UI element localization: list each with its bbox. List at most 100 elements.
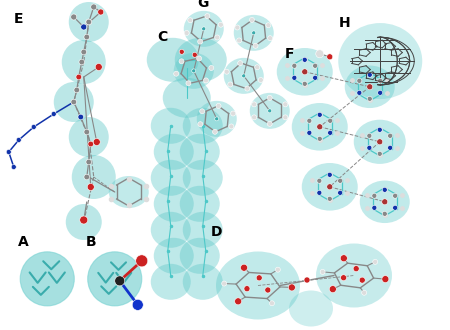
- Ellipse shape: [316, 244, 392, 308]
- Circle shape: [367, 72, 372, 77]
- Circle shape: [292, 75, 297, 80]
- Ellipse shape: [180, 238, 220, 274]
- Circle shape: [84, 34, 90, 40]
- Circle shape: [256, 275, 262, 281]
- Ellipse shape: [109, 176, 149, 208]
- Ellipse shape: [69, 2, 109, 42]
- Ellipse shape: [250, 93, 290, 129]
- Circle shape: [235, 25, 240, 30]
- Circle shape: [81, 49, 86, 55]
- Circle shape: [377, 151, 382, 156]
- Circle shape: [317, 190, 322, 195]
- Circle shape: [184, 30, 189, 36]
- Text: F: F: [285, 47, 294, 61]
- Circle shape: [179, 59, 184, 64]
- Circle shape: [317, 178, 322, 183]
- Circle shape: [328, 118, 333, 123]
- Circle shape: [327, 184, 333, 190]
- Text: E: E: [14, 12, 23, 26]
- Ellipse shape: [154, 186, 194, 222]
- Circle shape: [317, 112, 322, 117]
- Circle shape: [87, 183, 94, 190]
- Circle shape: [71, 14, 77, 20]
- Circle shape: [252, 102, 256, 107]
- Circle shape: [267, 95, 272, 100]
- Circle shape: [6, 149, 11, 154]
- Circle shape: [200, 109, 205, 114]
- Circle shape: [307, 118, 312, 123]
- Circle shape: [228, 82, 233, 87]
- Circle shape: [31, 124, 36, 129]
- Circle shape: [382, 187, 387, 192]
- Circle shape: [192, 69, 196, 73]
- Circle shape: [197, 56, 202, 61]
- Circle shape: [86, 19, 91, 25]
- Ellipse shape: [345, 66, 395, 108]
- Circle shape: [317, 136, 322, 141]
- Ellipse shape: [151, 264, 191, 300]
- Text: B: B: [86, 235, 96, 249]
- Circle shape: [377, 139, 383, 145]
- Circle shape: [328, 130, 333, 135]
- Circle shape: [84, 129, 90, 135]
- Text: D: D: [211, 225, 222, 240]
- Ellipse shape: [174, 53, 214, 89]
- Circle shape: [98, 9, 104, 15]
- Text: C: C: [157, 30, 167, 44]
- Circle shape: [132, 299, 143, 310]
- Circle shape: [378, 90, 382, 95]
- Circle shape: [378, 78, 382, 83]
- Circle shape: [202, 27, 206, 31]
- Text: H: H: [338, 16, 350, 30]
- Circle shape: [222, 281, 227, 286]
- Circle shape: [84, 174, 90, 180]
- Circle shape: [179, 49, 184, 54]
- Ellipse shape: [302, 163, 358, 211]
- Circle shape: [242, 74, 246, 78]
- Ellipse shape: [183, 108, 223, 144]
- Circle shape: [88, 141, 94, 147]
- Ellipse shape: [62, 40, 106, 84]
- Circle shape: [86, 19, 92, 25]
- Circle shape: [338, 190, 342, 195]
- Circle shape: [304, 277, 310, 283]
- Circle shape: [302, 57, 307, 62]
- Circle shape: [252, 115, 256, 120]
- Circle shape: [302, 81, 307, 86]
- Ellipse shape: [183, 160, 223, 196]
- Circle shape: [198, 122, 203, 127]
- Circle shape: [267, 121, 272, 126]
- Circle shape: [367, 133, 372, 138]
- Circle shape: [387, 145, 393, 150]
- Circle shape: [79, 59, 85, 65]
- Circle shape: [76, 74, 81, 80]
- Circle shape: [302, 69, 308, 75]
- Circle shape: [313, 75, 318, 80]
- Circle shape: [234, 298, 242, 305]
- Text: G: G: [197, 0, 208, 10]
- Circle shape: [212, 129, 217, 134]
- Ellipse shape: [183, 212, 223, 248]
- Ellipse shape: [175, 38, 227, 82]
- Circle shape: [209, 65, 214, 71]
- Circle shape: [377, 127, 382, 132]
- Ellipse shape: [338, 23, 422, 99]
- Circle shape: [203, 78, 208, 83]
- Circle shape: [224, 69, 229, 74]
- Circle shape: [88, 252, 142, 306]
- Circle shape: [316, 50, 324, 58]
- Circle shape: [215, 35, 220, 40]
- Ellipse shape: [216, 251, 300, 319]
- Circle shape: [192, 52, 197, 57]
- Circle shape: [216, 103, 221, 109]
- Circle shape: [367, 84, 373, 90]
- Circle shape: [71, 100, 76, 105]
- Circle shape: [338, 178, 342, 183]
- Ellipse shape: [292, 103, 348, 150]
- Ellipse shape: [66, 204, 102, 240]
- Ellipse shape: [180, 134, 220, 170]
- Ellipse shape: [354, 120, 406, 164]
- Circle shape: [372, 205, 377, 210]
- Circle shape: [382, 276, 389, 282]
- Circle shape: [317, 124, 323, 130]
